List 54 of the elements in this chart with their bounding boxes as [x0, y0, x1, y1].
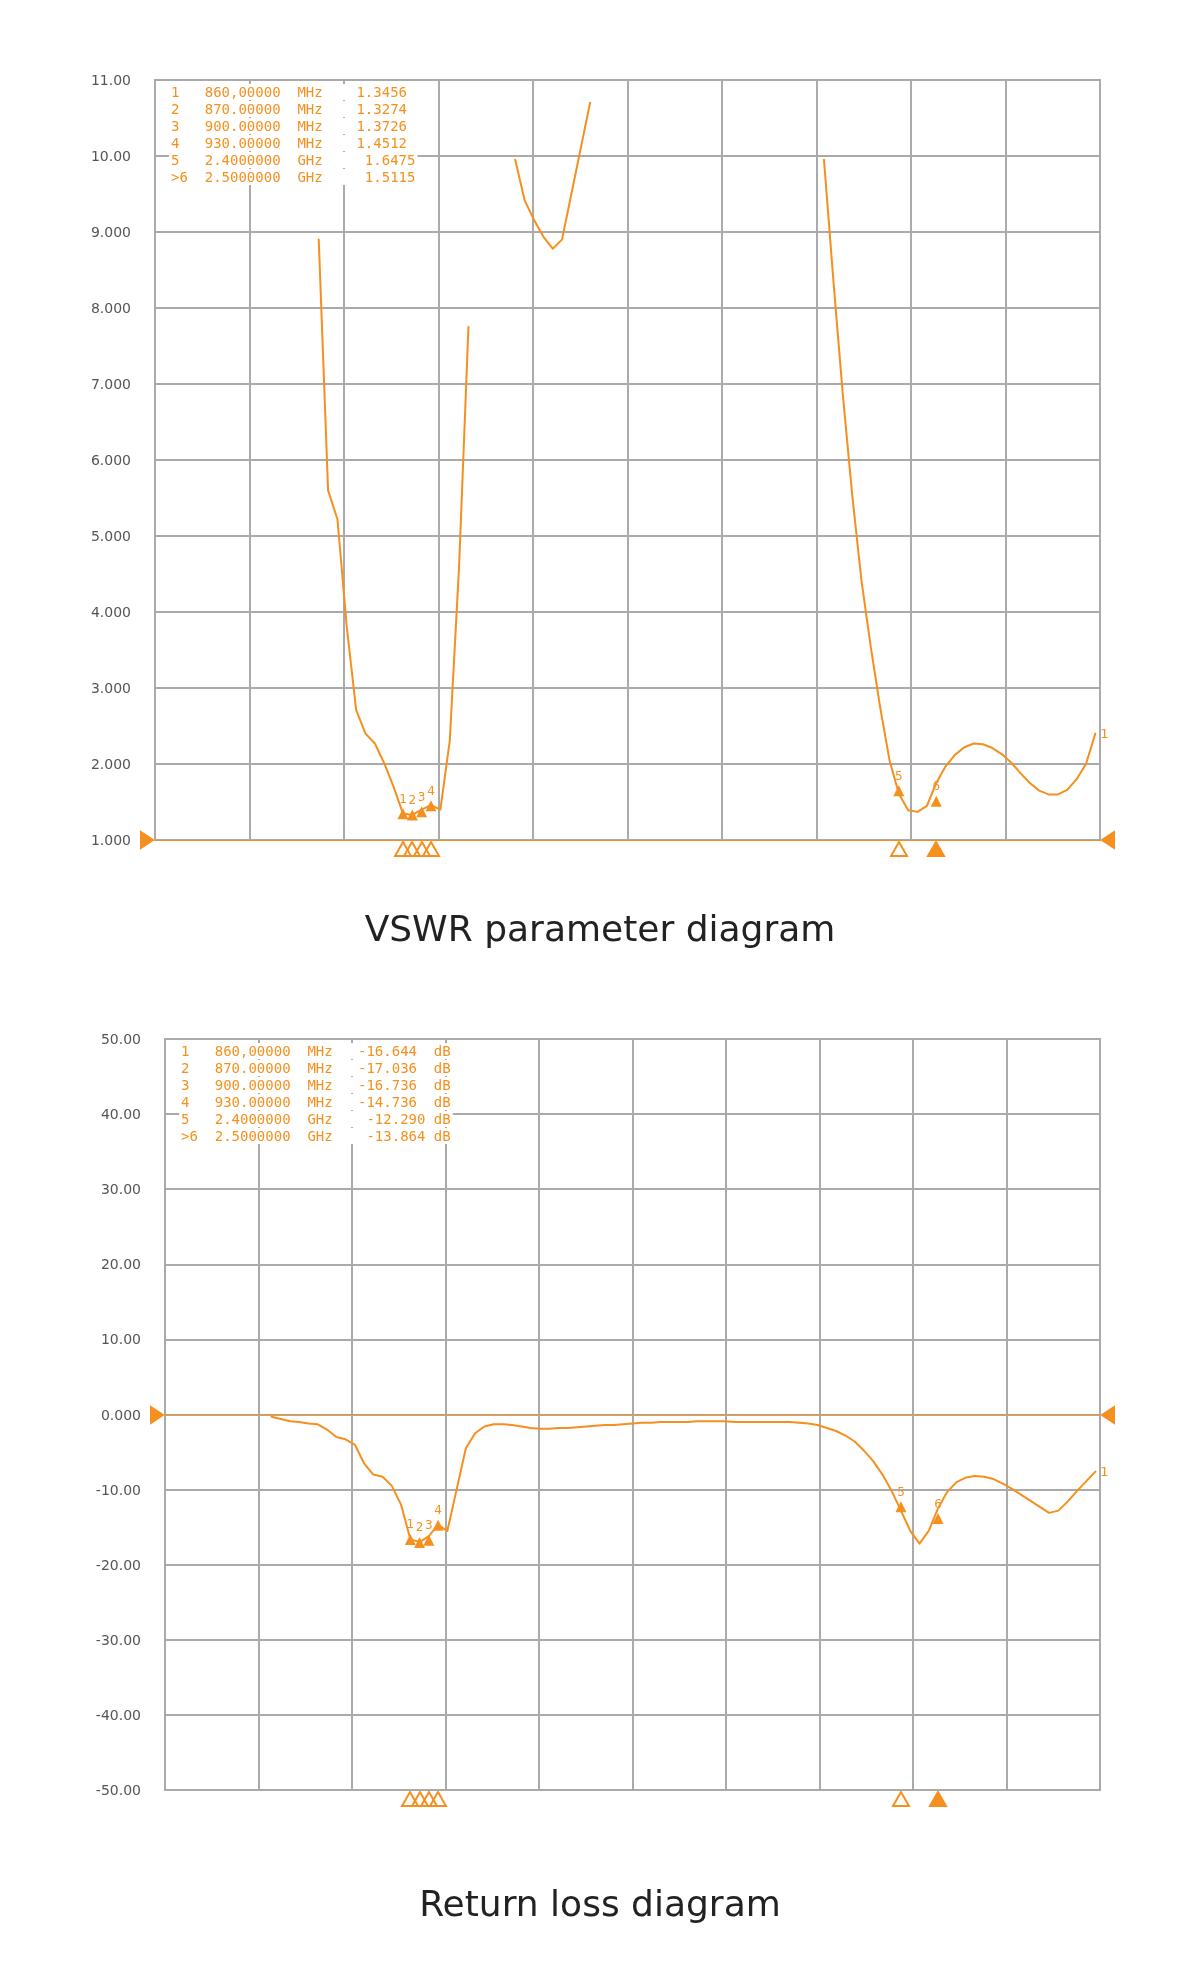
annotation: 3 — [425, 1518, 433, 1533]
text: VSWR parameter diagram — [364, 907, 836, 949]
y-tick-label: -40.00 — [95, 1706, 141, 1723]
y-tick-label: 5.000 — [90, 528, 131, 544]
y-tick-label: 1.000 — [90, 832, 131, 848]
annotation: 5 — [897, 1484, 905, 1499]
y-tick-label: 6.000 — [90, 452, 131, 468]
annotation: >6 2.5000000 GHz -13.864 dB — [181, 1128, 451, 1144]
y-tick-label: -30.00 — [95, 1631, 141, 1648]
y-tick-label: 8.000 — [90, 300, 131, 316]
y-tick-label: 0.000 — [100, 1406, 141, 1423]
y-tick-label: 3.000 — [90, 680, 131, 696]
annotation: 1 860,00000 MHz -16.644 dB — [181, 1043, 451, 1059]
annotation: 2 — [415, 1520, 424, 1535]
y-tick-label: 11.00 — [90, 72, 131, 88]
y-tick-label: 40.00 — [100, 1106, 141, 1123]
y-tick-label: 9.000 — [90, 224, 131, 240]
annotation: 1 — [406, 1517, 415, 1532]
annotation: 4 930.00000 MHz 1.4512 — [171, 135, 408, 151]
y-tick-label: -50.00 — [95, 1782, 141, 1798]
annotation: 4 930.00000 MHz -14.736 dB — [181, 1094, 451, 1110]
point — [406, 809, 418, 821]
annotation: 4 — [427, 783, 435, 798]
point — [425, 800, 437, 812]
text: 1 — [1100, 726, 1109, 742]
y-tick-label: -20.00 — [95, 1556, 141, 1573]
annotation: 3 — [417, 789, 426, 804]
annotation: 3 900.00000 MHz 1.3726 — [171, 118, 408, 134]
point — [893, 785, 905, 797]
point — [416, 806, 428, 818]
point — [397, 808, 409, 820]
annotation: 3 900.00000 MHz -16.736 dB — [181, 1077, 451, 1093]
text: Return loss diagram — [419, 1882, 781, 1924]
y-tick-label: 30.00 — [100, 1181, 141, 1198]
y-tick-label: -10.00 — [95, 1481, 141, 1498]
annotation: 5 2.4000000 GHz -12.290 dB — [181, 1111, 451, 1127]
y-tick-label: 20.00 — [100, 1256, 141, 1273]
point — [930, 795, 942, 807]
annotation: 5 — [895, 768, 903, 783]
annotation: 1 — [399, 791, 407, 806]
annotation: 1 860,00000 MHz 1.3456 — [171, 84, 408, 100]
y-tick-label: 7.000 — [90, 376, 131, 392]
annotation: 4 — [434, 1503, 442, 1518]
y-tick-label: 50.00 — [100, 1031, 141, 1047]
y-tick-label: 10.00 — [100, 1331, 141, 1348]
text: 1 — [1100, 1464, 1109, 1480]
annotation: 2 870.00000 MHz -17.036 dB — [181, 1060, 451, 1076]
y-tick-label: 2.000 — [90, 756, 131, 772]
y-tick-label: 10.00 — [90, 148, 131, 164]
annotation: 5 2.4000000 GHz 1.6475 — [171, 152, 416, 168]
annotation: 2 — [408, 793, 417, 808]
y-tick-label: 4.000 — [90, 604, 131, 620]
annotation: >6 2.5000000 GHz 1.5115 — [171, 169, 416, 185]
annotation: 2 870.00000 MHz 1.3274 — [171, 101, 408, 117]
